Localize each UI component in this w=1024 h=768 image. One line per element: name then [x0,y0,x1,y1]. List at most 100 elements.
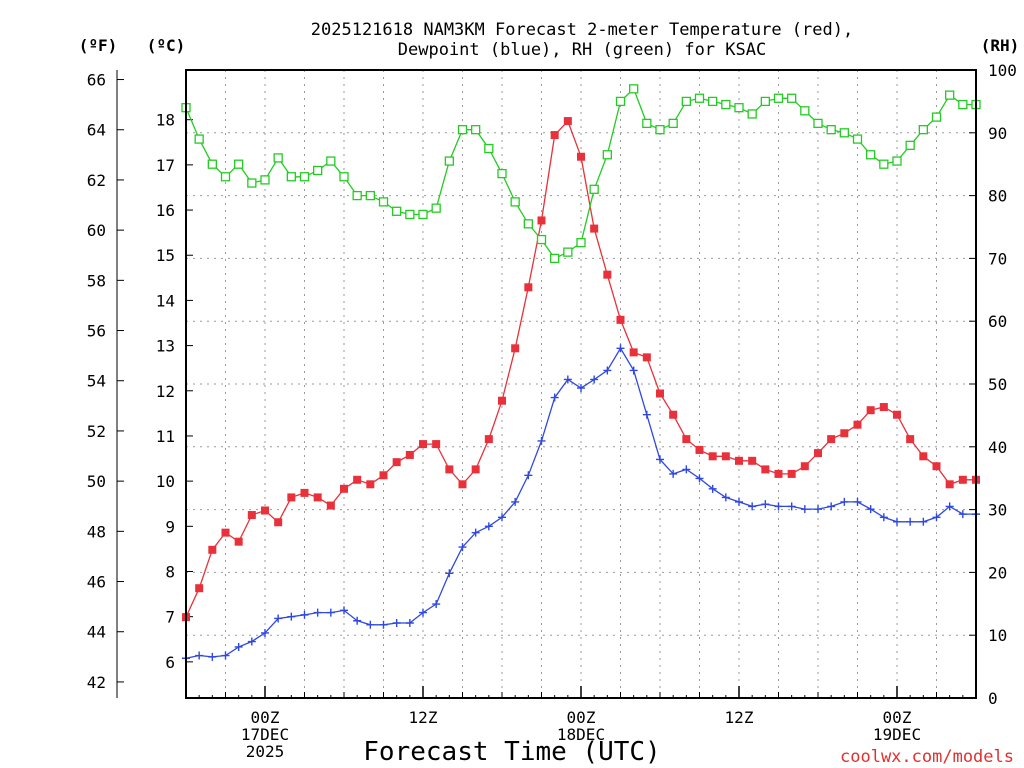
dewpoint-point [458,543,467,552]
rh-point [405,209,415,220]
dewpoint-point [958,510,967,519]
dewpoint-point [405,619,414,628]
rh-point [194,134,204,144]
rh-point [378,197,389,207]
dewpoint-point [524,471,533,480]
rh-tick-label: 40 [988,438,1007,457]
dewpoint-point [669,469,678,478]
dewpoint-point [642,410,651,419]
dewpoint-point [419,608,427,617]
rh-tick-label: 100 [988,61,1017,80]
celsius-unit-label: (ºC) [147,36,186,55]
temperature-point [721,452,730,461]
dewpoint-point [471,528,480,537]
rh-point [576,238,586,248]
rh-point [339,172,349,182]
dewpoint-point [274,614,283,623]
temperature-point [471,465,480,474]
rh-point [721,99,731,110]
rh-point [760,96,770,107]
celsius-tick-label: 13 [156,337,175,356]
rh-tick-label: 10 [988,626,1007,645]
temperature-point [458,480,467,489]
temperature-point [274,518,283,527]
fahrenheit-tick-label: 48 [87,522,106,541]
dewpoint-point [708,484,717,493]
rh-point [536,234,547,245]
temperature-point [537,216,546,225]
rh-point [852,134,863,144]
rh-point [958,99,968,110]
temperature-point [682,435,691,444]
dewpoint-point [866,505,875,514]
fahrenheit-tick-label: 44 [87,623,106,642]
rh-point [892,156,902,166]
dewpoint-point [840,497,849,506]
rh-point [471,125,481,135]
temperature-point [392,458,401,467]
rh-point [247,178,257,188]
rh-point [708,96,718,107]
temperature-point [300,488,309,497]
temperature-point [405,450,414,459]
celsius-tick-label: 10 [156,472,175,491]
temperature-point [498,396,506,405]
temperature-point [261,506,269,515]
rh-point [839,128,849,138]
dewpoint-point [221,651,230,660]
rh-point [444,156,454,166]
temperature-point [735,456,743,465]
temperature-point [603,270,612,279]
chart-title-line-1: 2025121618 NAM3KM Forecast 2-meter Tempe… [311,20,853,40]
fahrenheit-tick-label: 58 [87,271,106,290]
temperature-point [945,480,954,489]
x-tick-label: 00Z [251,708,280,727]
dewpoint-point [787,502,796,511]
dewpoint-point [340,606,348,615]
rh-point [602,150,612,160]
dewpoint-point [326,608,335,617]
rh-point [866,150,876,160]
dewpoint-point [511,497,520,506]
rh-point [694,93,705,103]
x-tick-label: 00Z [567,708,596,727]
rh-point [655,125,665,135]
fahrenheit-tick-label: 66 [87,71,106,90]
dewpoint-point [774,502,783,511]
rh-point [457,125,468,135]
dewpoint-point [498,513,506,522]
temperature-point [524,283,533,292]
rh-point [945,90,955,100]
rh-tick-label: 50 [988,375,1007,394]
rh-point [747,109,757,119]
celsius-tick-label: 18 [156,111,175,130]
rh-point [352,190,362,201]
fahrenheit-tick-label: 50 [87,472,106,491]
rh-point [260,175,270,185]
celsius-tick-label: 14 [156,291,175,310]
rh-point [787,93,797,103]
temperature-point [353,475,362,484]
x-tick-label: 12Z [725,708,754,727]
rh-tick-label: 70 [988,249,1007,268]
dewpoint-point [919,517,928,526]
rh-tick-label: 60 [988,312,1007,331]
rh-tick-label: 0 [988,689,998,708]
temperature-point [840,429,849,438]
x-tick-label: 12Z [409,708,438,727]
dewpoint-point [853,497,862,506]
celsius-tick-label: 12 [156,382,175,401]
dewpoint-point [234,642,243,651]
rh-point [286,172,296,182]
fahrenheit-tick-label: 46 [87,573,106,592]
temperature-point [326,501,335,510]
dewpoint-point [721,493,730,502]
rh-point [905,140,915,151]
celsius-tick-label: 8 [165,562,175,581]
dewpoint-point [761,500,770,509]
rh-point [681,96,691,107]
temperature-point [590,224,599,233]
temperature-point [814,449,822,458]
temperature-point [787,469,796,478]
dewpoint-point [537,436,546,445]
